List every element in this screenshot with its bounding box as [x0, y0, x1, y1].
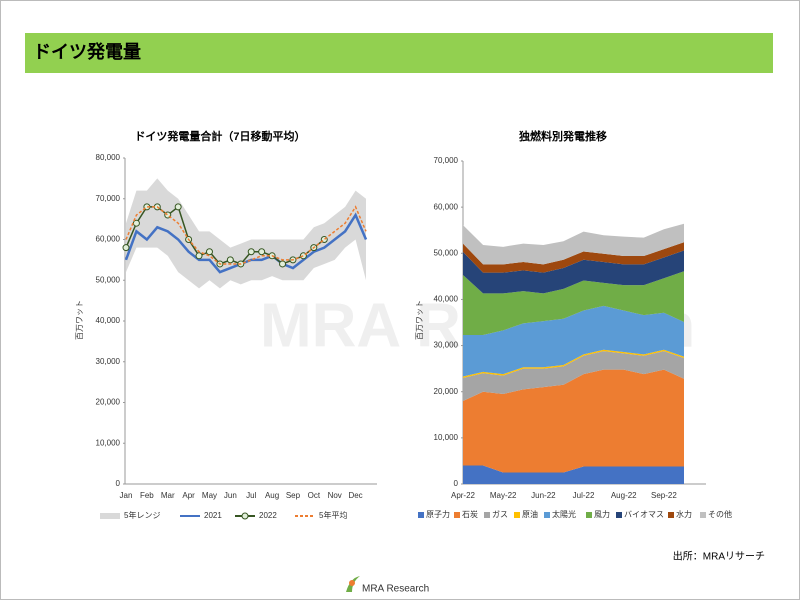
chart-title: ドイツ発電量合計（7日移動平均）	[134, 129, 305, 143]
logo-text: MRA Research	[362, 584, 429, 595]
marker	[205, 248, 213, 256]
legend-label: その他	[708, 509, 732, 519]
y-tick-label: 0	[454, 479, 459, 488]
range-band	[126, 178, 366, 289]
x-tick-label: Aug-22	[611, 491, 637, 500]
x-tick-label: Sep-22	[651, 491, 677, 500]
legend-swatch	[100, 513, 120, 519]
legend-label: 5年平均	[319, 510, 347, 520]
legend-label: ガス	[492, 509, 508, 519]
header-bar	[25, 33, 773, 73]
y-tick-label: 10,000	[434, 433, 459, 442]
x-tick-label: Jun	[224, 491, 237, 500]
header-title: ドイツ発電量	[33, 41, 141, 62]
y-tick-label: 10,000	[96, 438, 121, 447]
legend-label: 水力	[676, 509, 692, 519]
y-tick-label: 70,000	[434, 156, 459, 165]
legend-swatch	[454, 512, 460, 518]
legend-label: 2021	[204, 511, 222, 520]
marker	[247, 248, 255, 256]
y-tick-label: 30,000	[96, 357, 121, 366]
y-tick-label: 20,000	[96, 398, 121, 407]
legend-label: 2022	[259, 511, 277, 520]
legend-label: 5年レンジ	[124, 510, 160, 520]
y-tick-label: 60,000	[434, 202, 459, 211]
x-tick-label: Dec	[348, 491, 362, 500]
legend-label: バイオマス	[624, 510, 664, 519]
y-tick-label: 50,000	[96, 275, 121, 284]
x-tick-label: Aug	[265, 491, 279, 500]
y-tick-label: 50,000	[434, 248, 459, 257]
area	[463, 351, 684, 401]
x-tick-label: Feb	[140, 491, 154, 500]
x-tick-label: Jun-22	[531, 491, 556, 500]
x-tick-label: Mar	[161, 491, 175, 500]
area	[463, 465, 684, 484]
legend-swatch	[616, 512, 622, 518]
x-tick-label: May	[202, 491, 217, 500]
legend-label: 太陽光	[552, 509, 576, 519]
x-tick-label: Apr	[182, 491, 195, 500]
legend-swatch	[586, 512, 592, 518]
y-tick-label: 70,000	[96, 194, 121, 203]
legend-swatch	[514, 512, 520, 518]
marker	[258, 248, 266, 256]
legend-label: 風力	[594, 509, 610, 519]
logo-dot	[349, 580, 355, 586]
y-tick-label: 40,000	[434, 295, 459, 304]
x-tick-label: Jan	[120, 491, 133, 500]
area	[463, 369, 684, 473]
y-tick-label: 0	[116, 479, 121, 488]
x-tick-label: Jul-22	[573, 491, 595, 500]
area	[463, 271, 684, 335]
legend-marker	[241, 512, 249, 520]
area	[463, 223, 684, 265]
y-axis-label: 百万ワット	[415, 300, 424, 340]
area	[463, 242, 684, 273]
chart-title: 独燃料別発電推移	[518, 129, 607, 143]
marker	[226, 256, 234, 264]
x-tick-label: Sep	[286, 491, 301, 500]
marker	[195, 252, 203, 260]
x-tick-label: May-22	[490, 491, 517, 500]
source: 出所：MRAリサーチ	[673, 550, 765, 563]
area	[463, 305, 684, 377]
legend-swatch	[668, 512, 674, 518]
marker	[122, 244, 130, 252]
legend-label: 原子力	[426, 509, 450, 519]
x-tick-label: Apr-22	[451, 491, 476, 500]
y-axis-label: 百万ワット	[75, 300, 84, 340]
line	[124, 212, 368, 274]
x-tick-label: Nov	[328, 491, 342, 500]
y-tick-label: 80,000	[96, 153, 121, 162]
legend-swatch	[418, 512, 424, 518]
legend-swatch	[544, 512, 550, 518]
legend-swatch	[700, 512, 706, 518]
y-tick-label: 30,000	[434, 341, 459, 350]
legend-label: 石炭	[462, 510, 478, 519]
x-tick-label: Jul	[246, 491, 256, 500]
marker	[279, 260, 287, 268]
marker	[174, 203, 182, 211]
legend-label: 原油	[522, 509, 538, 519]
legend-swatch	[484, 512, 490, 518]
x-tick-label: Oct	[308, 491, 321, 500]
y-tick-label: 60,000	[96, 235, 121, 244]
y-tick-label: 40,000	[96, 316, 121, 325]
line	[125, 205, 367, 265]
area	[463, 250, 684, 294]
y-tick-label: 20,000	[434, 387, 459, 396]
